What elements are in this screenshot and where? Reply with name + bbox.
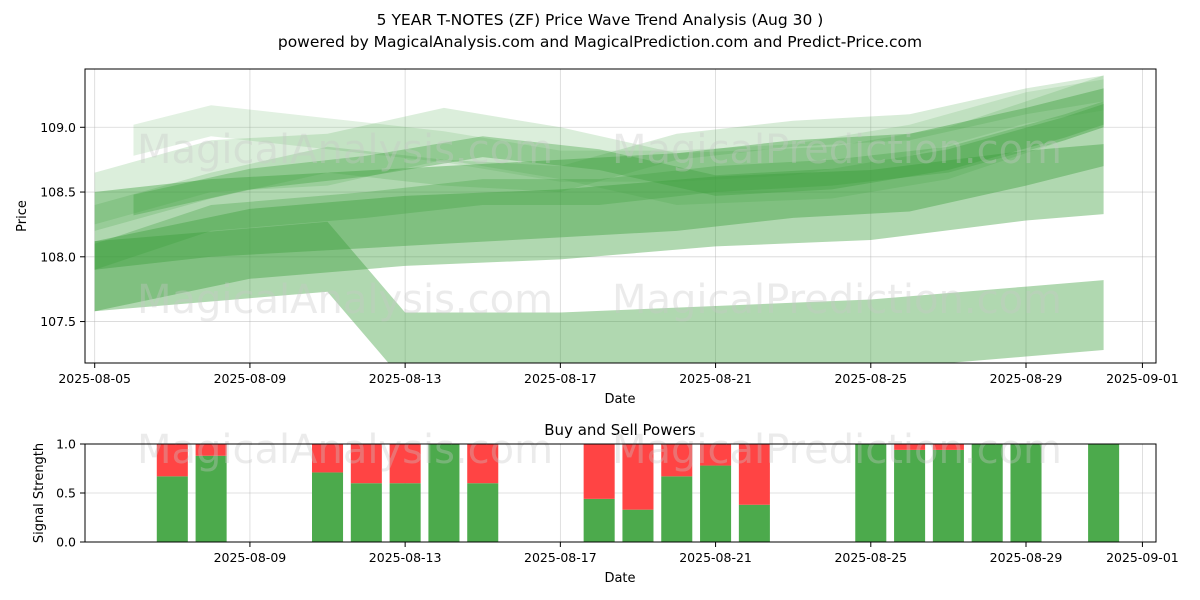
price-y-tick-label: 108.5 [40,185,76,200]
price-x-axis-label: Date [604,392,635,407]
buy-bar [855,444,887,542]
price-y-ticks: 107.5 108.0 108.5 109.0 [40,120,85,329]
watermark-prediction-middle: MagicalPrediction.com [612,277,1062,323]
signal-x-tick-label: 2025-08-13 [369,550,442,565]
buy-bar [661,476,693,542]
signal-y-tick-label: 0.5 [56,486,76,501]
signal-x-tick-label: 2025-08-25 [834,550,907,565]
price-y-tick-label: 109.0 [40,120,76,135]
price-y-tick-label: 107.5 [40,314,76,329]
buy-bar [195,455,227,542]
signal-x-tick-label: 2025-08-21 [679,550,752,565]
price-plot-frame [84,68,1157,364]
signal-y-tick-label: 1.0 [56,437,76,452]
price-x-tick-label: 2025-08-05 [58,371,131,386]
price-wave-band [133,104,1104,216]
chart-title: 5 YEAR T-NOTES (ZF) Price Wave Trend Ana… [377,11,824,29]
buy-bar [428,444,460,542]
signal-x-tick-label: 2025-08-17 [524,550,597,565]
buy-bar [1010,444,1042,542]
buy-bar [389,483,421,542]
signal-x-tick-label: 2025-08-09 [214,550,287,565]
price-watermarks: MagicalAnalysis.com MagicalPrediction.co… [137,127,1062,323]
signal-y-ticks: 0.0 0.5 1.0 [56,437,85,550]
buy-bar [350,483,382,542]
price-x-ticks: 2025-08-05 2025-08-09 2025-08-13 2025-08-17… [58,363,1179,386]
sell-bar [932,444,964,450]
buy-sell-panel: Buy and Sell Powers MagicalAnalysis.com … [32,421,1179,586]
price-y-axis-label: Price [15,200,30,232]
sell-bar [894,444,926,450]
buy-bar [583,498,615,542]
signal-x-tick-label: 2025-09-01 [1106,550,1179,565]
buy-sell-title: Buy and Sell Powers [544,421,696,439]
buy-bar [971,444,1003,542]
buy-bar [738,504,770,542]
sell-bar [195,444,227,456]
price-wave-band [94,101,1104,270]
price-y-tick-label: 108.0 [40,249,76,264]
price-wave-band [94,88,1104,270]
price-grid [85,69,1156,363]
signal-x-ticks: 2025-08-09 2025-08-13 2025-08-17 2025-08-21… [214,542,1179,565]
price-wave-band [94,221,1104,363]
watermark-prediction-bottom: MagicalPrediction.com [612,427,1062,473]
signal-x-tick-label: 2025-08-29 [990,550,1063,565]
buy-bar [894,449,926,542]
signal-bars [156,444,1120,542]
signal-y-axis-label: Signal Strength [32,443,47,543]
price-x-tick-label: 2025-08-25 [834,371,907,386]
price-bands [94,75,1104,363]
price-wave-panel: MagicalAnalysis.com MagicalPrediction.co… [15,68,1179,407]
sell-bar [156,444,188,477]
price-x-tick-label: 2025-08-21 [679,371,752,386]
sell-bar [583,444,615,499]
sell-bar [622,444,654,510]
price-x-tick-label: 2025-08-17 [524,371,597,386]
price-wave-band [94,144,1104,312]
price-x-tick-label: 2025-08-09 [214,371,287,386]
sell-bar [467,444,499,484]
signal-x-axis-label: Date [604,571,635,586]
sell-bar [661,444,693,477]
watermark-prediction-top: MagicalPrediction.com [612,127,1062,173]
buy-bar [312,472,344,542]
price-x-tick-label: 2025-08-29 [990,371,1063,386]
sell-bar [312,444,344,473]
signal-y-tick-label: 0.0 [56,535,76,550]
price-wave-band [94,75,1104,225]
buy-bar [700,465,732,542]
buy-bar [156,476,188,542]
sell-bar [389,444,421,484]
buy-bar [932,449,964,542]
sell-bar [738,444,770,505]
buy-bar [467,483,499,542]
buy-bar [622,509,654,542]
price-x-tick-label: 2025-08-13 [369,371,442,386]
sell-bar [700,444,732,466]
price-x-tick-label: 2025-09-01 [1106,371,1179,386]
signal-watermarks: MagicalAnalysis.com MagicalPrediction.co… [137,427,1062,473]
watermark-analysis-bottom: MagicalAnalysis.com [137,427,553,473]
sell-bar [350,444,382,484]
buy-bar [1088,444,1120,542]
watermark-analysis-middle: MagicalAnalysis.com [137,277,553,323]
chart-subtitle: powered by MagicalAnalysis.com and Magic… [278,33,922,51]
watermark-analysis-top: MagicalAnalysis.com [137,127,553,173]
price-wave-band [133,79,1104,182]
